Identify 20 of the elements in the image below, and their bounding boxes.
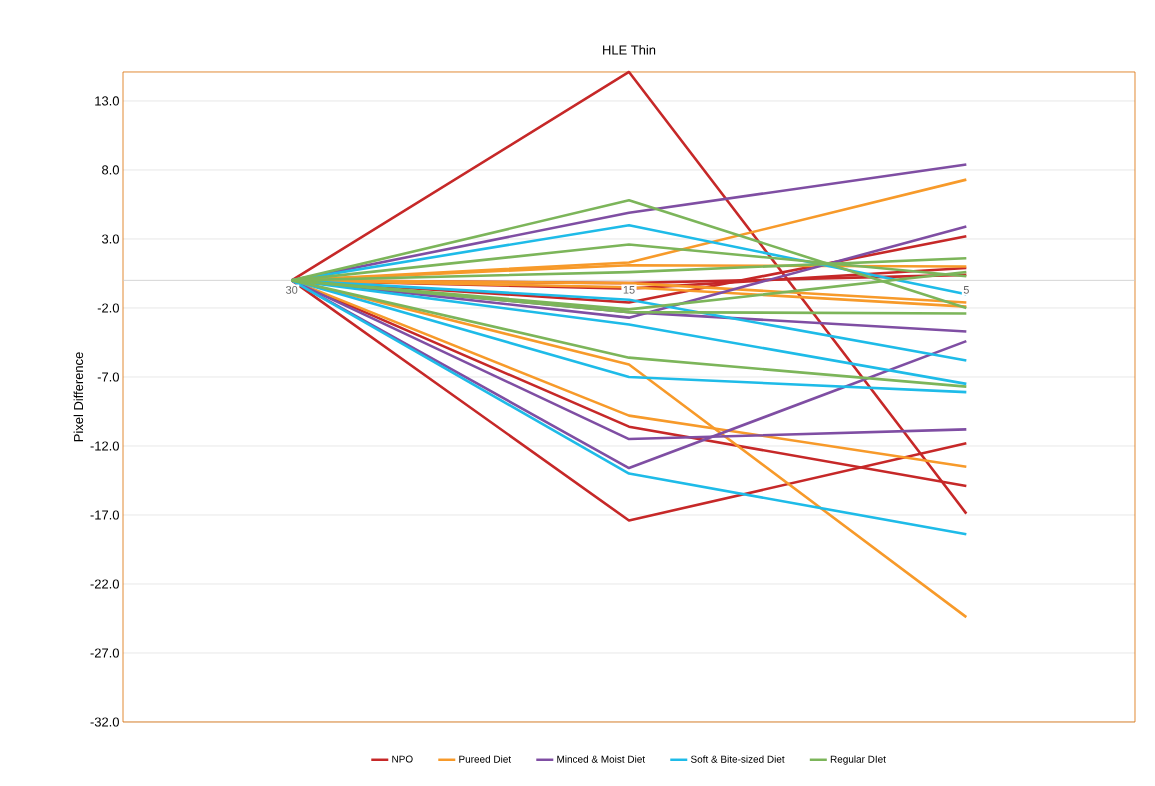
y-tick-label: 13.0: [95, 96, 119, 106]
y-tick-label: -7.0: [97, 372, 119, 382]
y-tick-label: -2.0: [97, 303, 119, 313]
y-tick-label: -17.0: [90, 510, 119, 520]
legend-label: Regular DIet: [830, 755, 886, 765]
legend-label: NPO: [392, 755, 413, 763]
x-tick-label: 15: [623, 286, 635, 294]
y-tick-label: -32.0: [90, 717, 119, 727]
y-tick-label: 8.0: [102, 165, 119, 175]
y-axis-title: Pixel Difference: [73, 352, 84, 442]
y-tick-label: -27.0: [90, 648, 119, 658]
legend-label: Minced & Moist Diet: [557, 755, 646, 763]
y-tick-label: -22.0: [90, 579, 119, 589]
y-tick-label: 3.0: [101, 234, 119, 244]
legend-label: Soft & Bite-sized Diet: [690, 755, 785, 763]
chart-title: HLE Thin: [603, 45, 656, 55]
x-tick-label: 5: [963, 286, 969, 294]
y-tick-label: -12.0: [90, 441, 119, 451]
legend-label: Pureed Diet: [459, 755, 512, 763]
x-tick-label: 30: [286, 286, 298, 294]
